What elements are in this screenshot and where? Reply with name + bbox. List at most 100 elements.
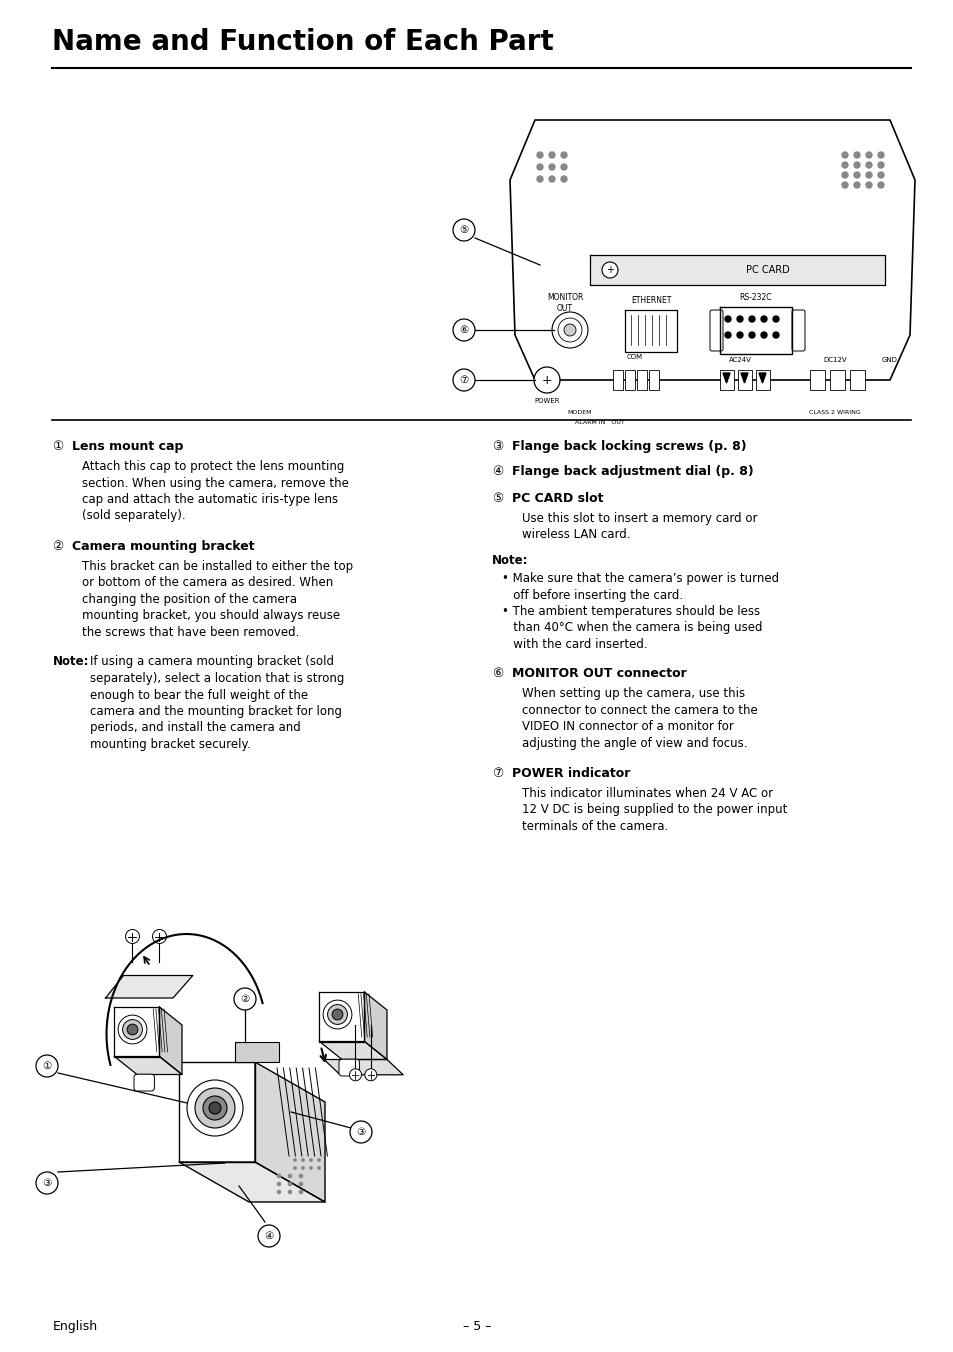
Circle shape [36,1172,58,1194]
Text: ①: ① [52,439,64,453]
Circle shape [877,162,883,168]
Circle shape [257,1225,280,1247]
FancyBboxPatch shape [648,370,659,389]
Polygon shape [759,373,765,383]
Text: DC12V: DC12V [822,357,846,362]
Circle shape [323,1000,352,1029]
Text: ①: ① [42,1061,51,1071]
Circle shape [534,366,559,393]
Text: ⑤: ⑤ [492,492,503,506]
Text: ALARM IN   OUT: ALARM IN OUT [575,420,624,425]
Circle shape [194,1088,234,1128]
Text: Flange back adjustment dial (p. 8): Flange back adjustment dial (p. 8) [512,465,753,479]
Text: separately), select a location that is strong
enough to bear the full weight of : separately), select a location that is s… [91,672,344,750]
Circle shape [209,1102,221,1114]
Circle shape [724,333,730,338]
Text: – 5 –: – 5 – [462,1320,491,1333]
Text: RS-232C: RS-232C [739,293,771,301]
Circle shape [349,1069,361,1080]
Circle shape [233,988,255,1010]
Circle shape [724,316,730,322]
Circle shape [537,151,542,158]
Circle shape [558,318,581,342]
FancyBboxPatch shape [849,370,864,389]
Polygon shape [179,1063,254,1161]
Circle shape [601,262,618,279]
Text: Use this slot to insert a memory card or
wireless LAN card.: Use this slot to insert a memory card or… [521,512,757,542]
Circle shape [288,1175,292,1178]
Circle shape [123,1019,142,1040]
Circle shape [760,333,766,338]
Polygon shape [720,307,791,354]
Circle shape [127,1023,138,1034]
Circle shape [841,162,847,168]
Circle shape [301,1159,304,1161]
Circle shape [453,319,475,341]
Circle shape [299,1183,302,1186]
Text: ④: ④ [492,465,503,479]
Circle shape [277,1183,280,1186]
Circle shape [203,1096,227,1119]
Circle shape [310,1167,312,1169]
Circle shape [853,151,859,158]
FancyBboxPatch shape [791,310,804,352]
FancyBboxPatch shape [338,1059,359,1076]
Text: +: + [541,373,552,387]
Polygon shape [234,1042,278,1063]
Polygon shape [319,1041,387,1060]
Polygon shape [510,120,914,380]
Circle shape [327,1005,347,1025]
Circle shape [865,151,871,158]
Circle shape [453,369,475,391]
Circle shape [548,176,555,183]
Text: ⑦: ⑦ [492,767,503,780]
Circle shape [288,1183,292,1186]
Text: ④: ④ [264,1232,274,1241]
Text: This bracket can be installed to either the top
or bottom of the camera as desir: This bracket can be installed to either … [82,560,354,639]
Text: MONITOR: MONITOR [546,293,582,301]
Circle shape [560,164,566,170]
Text: If using a camera mounting bracket (sold: If using a camera mounting bracket (sold [91,654,335,668]
Text: +: + [605,265,614,274]
Text: CLASS 2 WIRING: CLASS 2 WIRING [808,410,860,415]
Text: ⑥: ⑥ [459,324,468,335]
FancyBboxPatch shape [829,370,844,389]
Polygon shape [159,1007,182,1075]
Text: Name and Function of Each Part: Name and Function of Each Part [52,28,554,55]
Polygon shape [106,976,193,998]
Circle shape [364,1069,376,1080]
Text: Lens mount cap: Lens mount cap [72,439,184,453]
Circle shape [118,1015,147,1044]
Circle shape [537,176,542,183]
FancyBboxPatch shape [720,370,733,389]
Circle shape [841,183,847,188]
Circle shape [299,1190,302,1194]
Circle shape [126,930,139,944]
Circle shape [563,324,576,337]
Circle shape [537,164,542,170]
Circle shape [865,183,871,188]
Polygon shape [624,310,677,352]
Text: MONITOR OUT connector: MONITOR OUT connector [512,667,686,680]
Circle shape [187,1080,243,1136]
Polygon shape [319,992,364,1041]
Circle shape [748,316,754,322]
Text: Attach this cap to protect the lens mounting
section. When using the camera, rem: Attach this cap to protect the lens moun… [82,460,349,522]
Circle shape [841,172,847,178]
Circle shape [299,1175,302,1178]
Text: ⑥: ⑥ [492,667,503,680]
Circle shape [560,151,566,158]
Polygon shape [722,373,729,383]
Circle shape [737,316,742,322]
Text: ⑦: ⑦ [459,375,468,385]
Circle shape [294,1159,295,1161]
Circle shape [865,172,871,178]
Text: PC CARD: PC CARD [745,265,788,274]
Polygon shape [114,1056,182,1075]
Circle shape [760,316,766,322]
Polygon shape [740,373,747,383]
Polygon shape [114,1007,159,1056]
Circle shape [548,164,555,170]
Text: COM: COM [626,354,642,360]
FancyBboxPatch shape [613,370,622,389]
